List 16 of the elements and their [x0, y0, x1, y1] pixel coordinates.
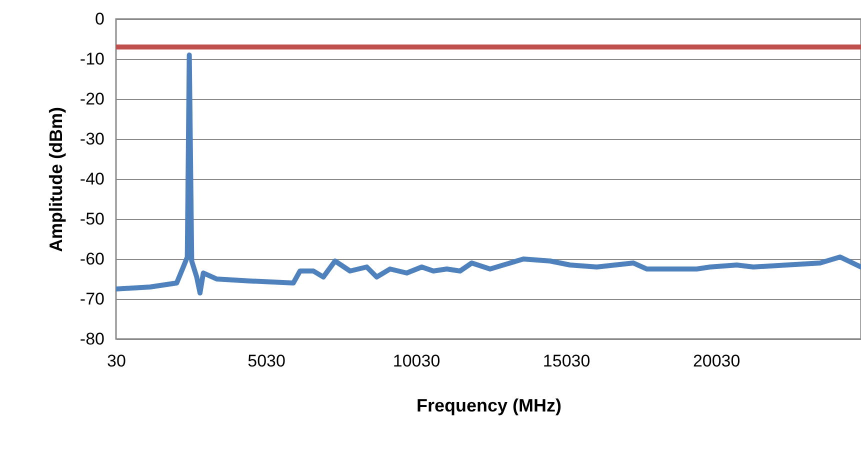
y-tick-label: 0: [95, 10, 104, 28]
y-tick-label: -60: [80, 250, 104, 268]
y-tick-label: -80: [80, 330, 104, 348]
y-tick-label: -50: [80, 210, 104, 228]
x-tick-label: 20030: [692, 352, 740, 370]
y-tick-label: -70: [80, 290, 104, 308]
y-tick-label: -20: [80, 90, 104, 108]
y-axis-title: Amplitude (dBm): [46, 107, 66, 252]
y-tick-label: -30: [80, 130, 104, 148]
x-tick-label: 30: [107, 352, 126, 370]
x-tick-label: 10030: [392, 352, 440, 370]
x-axis-title: Frequency (MHz): [416, 396, 562, 416]
y-tick-label: -40: [80, 170, 104, 188]
y-tick-label: -10: [80, 50, 104, 68]
x-tick-label: 5030: [248, 352, 286, 370]
x-tick-label: 15030: [542, 352, 590, 370]
